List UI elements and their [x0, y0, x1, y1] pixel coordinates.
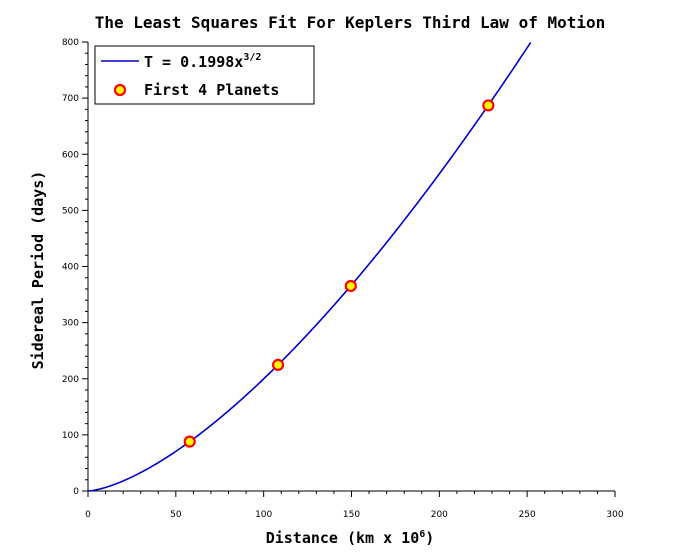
planet-point — [271, 358, 285, 371]
planet-points — [183, 99, 495, 448]
x-tick-label: 150 — [343, 510, 360, 520]
x-tick-label: 50 — [170, 510, 182, 520]
legend-box — [94, 45, 315, 105]
x-tick-label: 250 — [519, 510, 536, 520]
legend-label-fit: T = 0.1998x3/2 — [144, 52, 261, 71]
legend-marker-swatch — [113, 83, 127, 97]
x-tick-label: 300 — [606, 510, 623, 520]
y-tick-label: 300 — [62, 319, 79, 329]
legend: T = 0.1998x3/2 First 4 Planets — [94, 45, 315, 105]
chart-title: The Least Squares Fit For Keplers Third … — [95, 13, 606, 32]
x-tick-label: 200 — [431, 510, 448, 520]
legend-label-planets: First 4 Planets — [144, 81, 279, 99]
y-tick-label: 700 — [62, 94, 79, 104]
y-tick-label: 100 — [62, 431, 79, 441]
y-tick-label: 800 — [62, 38, 79, 48]
y-tick-label: 500 — [62, 206, 79, 216]
fit-curve — [87, 41, 532, 492]
x-axis-label: Distance (km x 106) — [266, 529, 435, 547]
y-axis-label: Sidereal Period (days) — [29, 171, 47, 370]
planet-point — [183, 435, 196, 448]
fit-curve-path — [87, 41, 532, 492]
axes: 0 100 200 300 400 500 600 700 800 0 50 100 150 200 250… — [62, 38, 624, 520]
x-tick-label: 0 — [85, 510, 91, 520]
planet-point — [482, 99, 495, 112]
y-tick-label: 0 — [73, 487, 79, 497]
y-tick-label: 400 — [62, 263, 79, 273]
y-tick-label: 600 — [62, 150, 79, 160]
planet-point — [344, 279, 357, 293]
x-tick-label: 100 — [255, 510, 272, 520]
y-tick-label: 200 — [62, 375, 79, 385]
